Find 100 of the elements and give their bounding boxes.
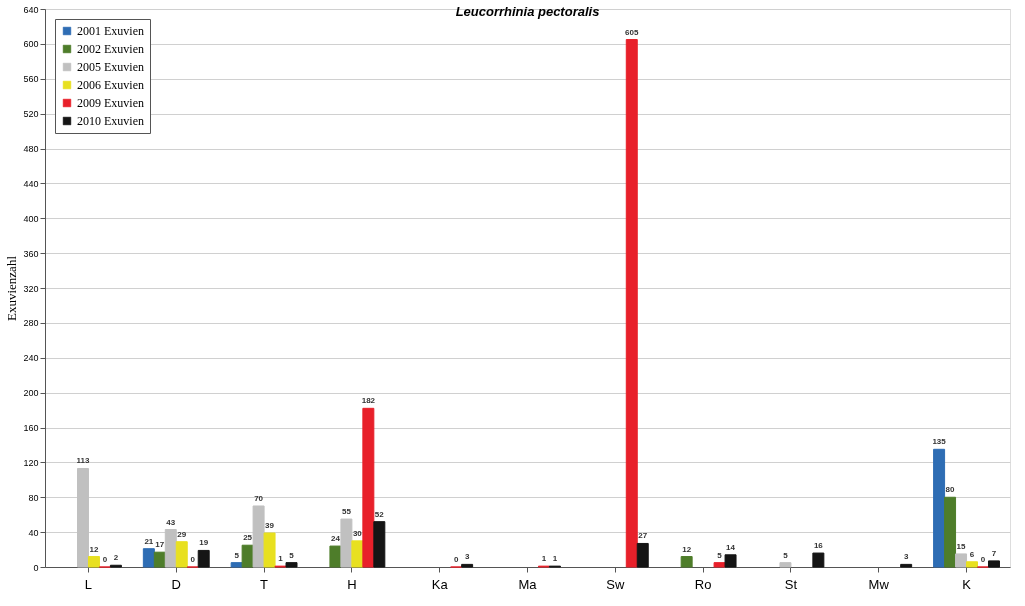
data-label: 70 [254, 493, 264, 503]
bar [241, 544, 254, 568]
data-label: 43 [166, 517, 176, 527]
bar [461, 563, 474, 568]
y-tick-label: 360 [23, 248, 39, 259]
bar [197, 549, 210, 568]
y-tick-label: 80 [28, 492, 39, 503]
y-tick-label: 480 [23, 144, 39, 154]
data-label: 0 [190, 555, 196, 564]
bar [76, 467, 89, 568]
legend-label: 2001 Exuvien [77, 24, 144, 38]
legend-label: 2009 Exuvien [77, 96, 144, 110]
data-label: 12 [89, 544, 99, 554]
data-label: 80 [945, 485, 956, 495]
data-label: 24 [330, 534, 341, 544]
bar [351, 540, 364, 568]
bar [164, 529, 177, 568]
y-tick-label: 0 [33, 562, 39, 573]
x-tick-label: St [784, 576, 798, 592]
x-tick-label: H [347, 576, 357, 592]
data-label: 5 [717, 550, 723, 560]
y-tick-label: 160 [23, 423, 39, 433]
data-label: 39 [265, 521, 275, 530]
bar [812, 552, 825, 568]
x-tick-label: Sw [606, 576, 625, 592]
legend-label: 2010 Exuvien [77, 114, 144, 128]
x-tick-label: Ka [431, 576, 449, 592]
bar [680, 556, 693, 568]
bar [252, 505, 265, 568]
y-tick-label: 440 [23, 178, 39, 189]
data-label: 21 [144, 536, 154, 546]
bar [340, 518, 353, 568]
data-label: 1 [541, 554, 547, 564]
bar [779, 562, 792, 568]
data-label: 1 [278, 554, 284, 564]
y-tick-label: 40 [28, 527, 39, 538]
bar [987, 560, 1000, 568]
data-label: 25 [243, 533, 253, 543]
data-label: 135 [932, 437, 947, 447]
bar [263, 532, 276, 568]
data-label: 5 [289, 550, 295, 560]
y-tick-label: 320 [23, 283, 39, 294]
x-tick-label: D [171, 576, 181, 592]
bar [713, 562, 726, 568]
x-tick-label: K [962, 576, 972, 592]
y-tick-label: 520 [23, 109, 39, 120]
data-label: 17 [155, 540, 165, 550]
bar [636, 542, 649, 568]
y-tick-label: 120 [23, 457, 39, 468]
data-label: 6 [969, 549, 975, 559]
bar [625, 39, 638, 568]
y-tick-label: 560 [23, 74, 39, 85]
data-label: 16 [813, 541, 824, 551]
data-label: 12 [682, 544, 692, 554]
bar [230, 562, 243, 568]
y-axis-title: Exuvienzahl [4, 255, 20, 321]
data-label: 15 [956, 541, 967, 551]
data-label: 605 [625, 27, 639, 37]
data-label: 0 [102, 555, 108, 564]
bar [944, 496, 957, 568]
data-label: 3 [903, 552, 909, 562]
x-tick-label: L [84, 576, 93, 592]
bar [153, 551, 166, 568]
legend-label: 2006 Exuvien [77, 78, 144, 92]
data-label: 113 [76, 456, 90, 466]
bar [933, 448, 946, 568]
data-label: 0 [980, 555, 986, 564]
legend-label: 2005 Exuvien [77, 60, 144, 74]
data-label: 52 [374, 509, 385, 519]
data-label: 182 [361, 396, 376, 406]
bar [966, 561, 979, 568]
data-label: 3 [464, 552, 470, 562]
data-label: 1 [552, 554, 558, 564]
x-tick-label: Ma [518, 576, 538, 592]
data-label: 14 [726, 542, 736, 552]
data-label: 7 [991, 548, 997, 558]
y-tick-label: 240 [23, 353, 39, 364]
data-label: 5 [234, 550, 240, 560]
data-label: 2 [113, 553, 119, 563]
data-label: 27 [638, 531, 648, 541]
data-label: 29 [177, 529, 187, 539]
bar [87, 556, 100, 568]
bar [900, 563, 913, 568]
x-tick-label: Ro [694, 576, 712, 592]
chart-title: Leucorrhinia pectoralis [455, 4, 600, 19]
bar [724, 554, 737, 568]
data-label: 55 [341, 507, 352, 517]
y-tick-label: 640 [23, 4, 39, 15]
bar [955, 553, 968, 568]
x-tick-label: Mw [868, 576, 890, 592]
y-tick-label: 600 [23, 39, 39, 50]
data-label: 5 [783, 550, 789, 560]
y-tick-label: 280 [23, 318, 39, 329]
bar [329, 545, 342, 568]
bar [362, 407, 375, 568]
bar [373, 521, 386, 568]
y-tick-label: 200 [23, 388, 39, 399]
bar [142, 548, 155, 568]
data-label: 0 [453, 555, 459, 564]
legend-label: 2002 Exuvien [77, 42, 144, 56]
